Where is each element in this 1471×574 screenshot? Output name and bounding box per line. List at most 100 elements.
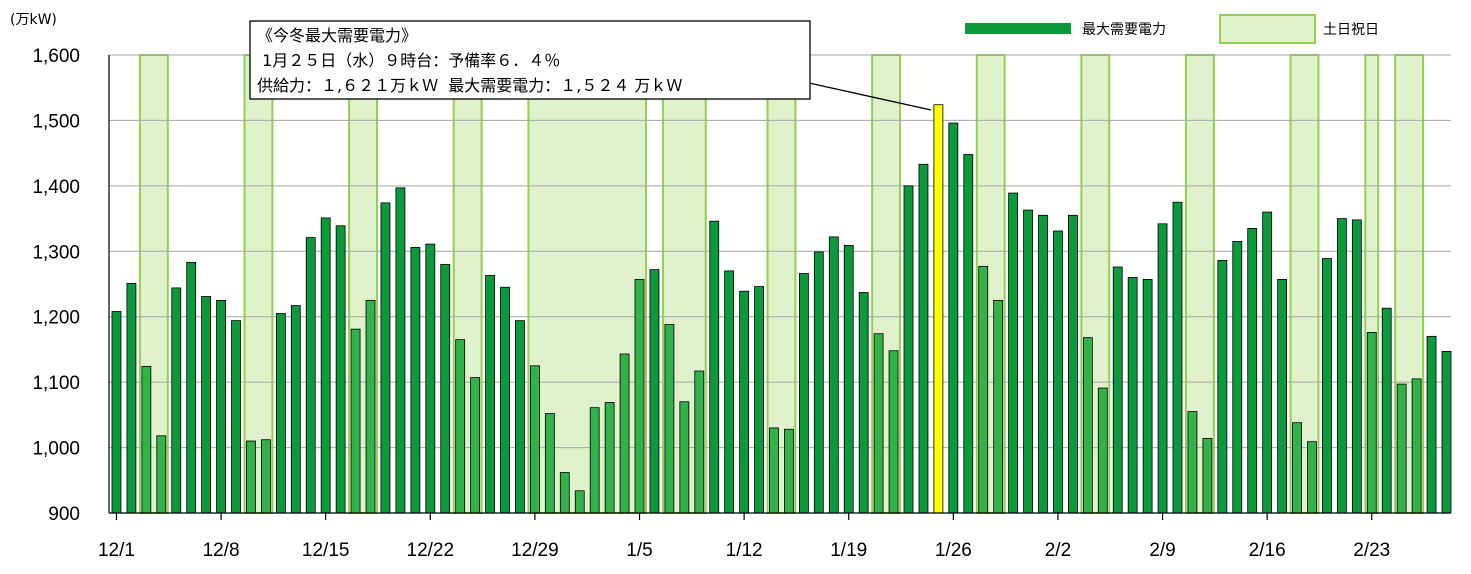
legend: 最大需要電力 土日祝日 [965, 14, 1379, 44]
demand-bar [1307, 441, 1317, 514]
x-tick-label: 12/22 [407, 540, 455, 561]
demand-bar [1426, 335, 1437, 514]
demand-bar [1112, 266, 1123, 514]
annotation-box [249, 20, 811, 100]
demand-bar [918, 163, 929, 514]
legend-swatch-holiday [1219, 14, 1316, 44]
demand-bar [216, 299, 226, 514]
demand-bar [559, 472, 570, 514]
demand-bar [111, 311, 122, 514]
demand-bar [963, 154, 974, 514]
demand-bar [201, 296, 212, 514]
demand-bar [1142, 279, 1153, 514]
demand-bar [1008, 192, 1019, 514]
annotation-line-3: 供給力：１,６２１万ｋＷ 最大需要電力：１,５２４ 万ｋＷ [257, 76, 682, 95]
demand-bar [888, 350, 899, 514]
demand-bar [544, 413, 555, 514]
demand-bar [784, 428, 794, 514]
demand-bar [1023, 209, 1033, 514]
demand-bar [1411, 378, 1422, 514]
x-tick-label: 2/9 [1149, 540, 1175, 561]
demand-bar [1396, 383, 1407, 514]
demand-bar [425, 243, 436, 514]
demand-bar [141, 366, 152, 514]
legend-swatch-demand [965, 23, 1071, 34]
gridlines [109, 54, 1451, 449]
demand-bar [365, 299, 376, 514]
peak-bar [933, 104, 944, 514]
annotation-line-2: 1月２５日（水）９時台：予備率６．４％ [257, 51, 560, 70]
demand-bar [1202, 438, 1213, 514]
demand-bar [1217, 260, 1228, 514]
x-tick-label: 12/8 [203, 540, 240, 561]
demand-bar [798, 273, 809, 514]
demand-bar [410, 246, 421, 514]
demand-bar [1097, 387, 1108, 514]
holiday-span-10 [1184, 54, 1215, 514]
demand-bar [754, 286, 764, 514]
y-axis-unit-label: (万kW) [10, 12, 57, 28]
demand-bar [679, 401, 690, 514]
demand-bar [858, 292, 869, 514]
demand-bar [769, 427, 779, 514]
demand-bar [813, 251, 824, 514]
demand-bar [320, 217, 331, 514]
demand-bar [261, 439, 271, 514]
annotation-leader-line [808, 82, 932, 111]
x-tick-label: 1/12 [726, 540, 763, 561]
peak-annotation: 《今冬最大需要電力》 1月２５日（水）９時台：予備率６．４％ 供給力：１,６２１… [249, 20, 932, 111]
demand-bar [1127, 277, 1138, 514]
demand-bar [455, 339, 466, 514]
demand-bar [380, 202, 391, 514]
x-tick-label: 12/29 [511, 540, 559, 561]
axes [108, 55, 1451, 520]
y-tick-label: 1,600 [32, 46, 80, 67]
demand-bar [724, 270, 735, 514]
demand-bar [530, 365, 540, 514]
y-tick-label: 1,300 [32, 242, 80, 263]
x-tick-label: 2/16 [1249, 540, 1286, 561]
demand-bar [1187, 411, 1198, 514]
demand-bar [709, 220, 720, 514]
y-tick-label: 1,400 [32, 177, 80, 198]
demand-bar [978, 265, 989, 514]
y-tick-labels: 900 1,000 1,100 1,200 1,300 1,400 1,500 1,600 [32, 46, 80, 525]
x-tick-label: 12/1 [98, 540, 135, 561]
demand-bar [739, 290, 750, 514]
y-tick-label: 1,100 [32, 373, 80, 394]
demand-bar [694, 370, 705, 514]
x-tick-label: 1/26 [935, 540, 972, 561]
demand-bar [275, 313, 286, 514]
annotation-line-1: 《今冬最大需要電力》 [257, 26, 417, 45]
demand-bar [1082, 337, 1093, 514]
demand-bar [1157, 223, 1168, 514]
demand-bar [1277, 279, 1288, 514]
y-tick-label: 1,000 [32, 439, 80, 460]
x-tick-label: 12/15 [302, 540, 350, 561]
demand-bar [1247, 227, 1258, 514]
demand-bar [1172, 201, 1183, 514]
y-tick-label: 1,500 [32, 111, 80, 132]
demand-bar [1232, 241, 1243, 514]
demand-bar [1336, 218, 1347, 514]
demand-bar [171, 287, 182, 514]
demand-bar [1067, 214, 1078, 514]
demand-bar [1351, 219, 1362, 514]
demand-bar [828, 236, 839, 514]
demand-bar [156, 435, 167, 514]
legend-label-demand: 最大需要電力 [1082, 22, 1166, 38]
demand-bar [1366, 332, 1377, 514]
demand-bar [186, 262, 197, 514]
demand-bar [873, 333, 884, 514]
legend-label-holiday: 土日祝日 [1323, 22, 1379, 38]
demand-bar [440, 263, 451, 514]
demand-bar [843, 244, 854, 514]
demand-bar [1262, 211, 1273, 514]
demand-bar [574, 490, 585, 514]
demand-bar [485, 275, 495, 514]
demand-bar [1292, 422, 1302, 514]
demand-bar [335, 225, 346, 514]
x-tick-label: 2/2 [1045, 540, 1071, 561]
demand-bar [903, 185, 914, 514]
